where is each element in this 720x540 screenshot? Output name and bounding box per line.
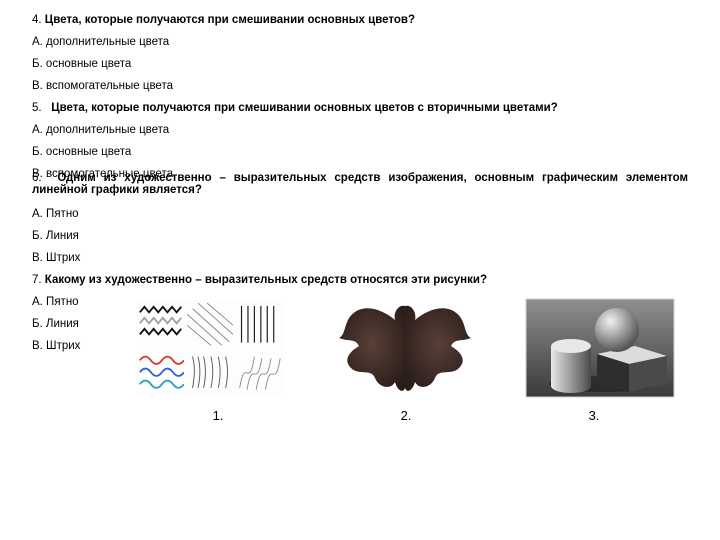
q7: 7. Какому из художественно – выразительн… — [32, 274, 688, 286]
q4: 4. Цвета, которые получаются при смешива… — [32, 14, 688, 26]
q6-opt-v: В. Штрих — [32, 252, 688, 264]
q5-text: Цвета, которые получаются при смешивании… — [51, 102, 558, 114]
q7-label-3: 3. — [519, 408, 669, 423]
q7-img3 — [525, 298, 675, 398]
q7-labels: 1. 2. 3. — [124, 408, 688, 423]
q7-img3-col — [525, 298, 675, 398]
q5-num: 5. — [32, 102, 42, 114]
q7-opt-v: В. Штрих — [32, 340, 104, 352]
q7-label-1: 1. — [143, 408, 293, 423]
q7-img1 — [135, 298, 285, 398]
q4-num: 4. — [32, 14, 42, 26]
q7-num: 7. — [32, 274, 42, 286]
q7-label-2: 2. — [331, 408, 481, 423]
q5-opt-b: Б. основные цвета — [32, 146, 688, 158]
still-life-icon — [525, 298, 675, 398]
q7-img2 — [330, 298, 480, 398]
q6: 6. Одним из художественно – выразительны… — [32, 168, 688, 196]
q5v-q6-overlap: В. вспомогательные цвета 6. Одним из худ… — [32, 168, 688, 204]
q7-row: А. Пятно Б. Линия В. Штрих — [32, 296, 688, 398]
stroke-sampler-icon — [136, 300, 284, 396]
q7-opt-b: Б. Линия — [32, 318, 104, 330]
q4-opt-a: А. дополнительные цвета — [32, 36, 688, 48]
q6-text: Одним из художественно – выразительных с… — [32, 172, 688, 196]
q6-num: 6. — [32, 172, 42, 184]
inkblot-icon — [330, 298, 480, 398]
q6-opt-b: Б. Линия — [32, 230, 688, 242]
q7-images — [122, 296, 688, 398]
q4-opt-v: В. вспомогательные цвета — [32, 80, 688, 92]
q5-opt-a: А. дополнительные цвета — [32, 124, 688, 136]
q7-img1-col — [135, 298, 285, 398]
page: 4. Цвета, которые получаются при смешива… — [0, 0, 720, 433]
q5: 5. Цвета, которые получаются при смешива… — [32, 102, 688, 114]
q7-options: А. Пятно Б. Линия В. Штрих — [32, 296, 104, 362]
q4-text: Цвета, которые получаются при смешивании… — [45, 14, 415, 26]
q7-text: Какому из художественно – выразительных … — [45, 274, 487, 286]
q4-opt-b: Б. основные цвета — [32, 58, 688, 70]
q7-opt-a: А. Пятно — [32, 296, 104, 308]
q7-img2-col — [330, 298, 480, 398]
q6-opt-a: А. Пятно — [32, 208, 688, 220]
